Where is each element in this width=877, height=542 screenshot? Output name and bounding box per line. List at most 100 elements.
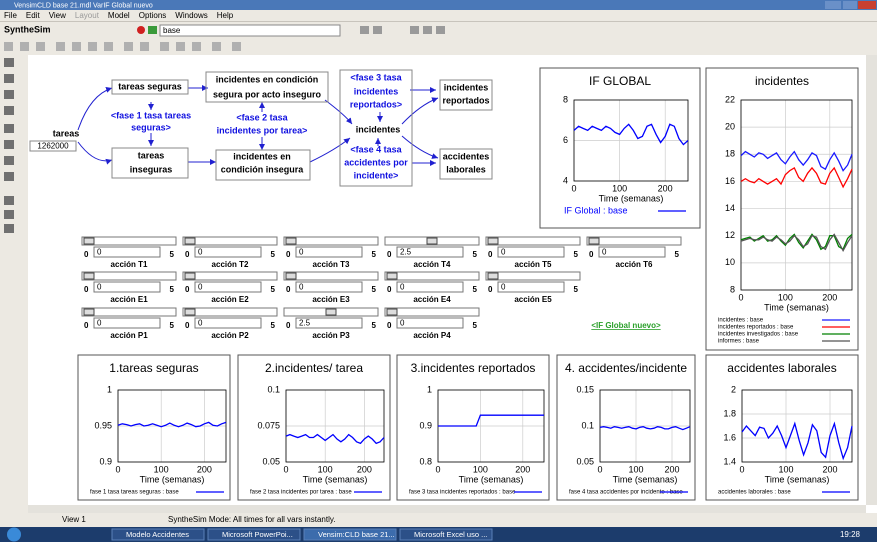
start-button[interactable] — [7, 528, 21, 542]
value-box[interactable] — [397, 282, 463, 292]
slider-handle[interactable] — [488, 273, 498, 279]
value-box[interactable] — [195, 282, 261, 292]
slider-track[interactable] — [82, 308, 176, 316]
slider-handle[interactable] — [326, 309, 336, 315]
tool-icon[interactable] — [4, 156, 14, 165]
slider-handle[interactable] — [387, 273, 397, 279]
tool-icon[interactable] — [436, 26, 445, 34]
tool-icon[interactable] — [232, 42, 241, 51]
menu-item[interactable]: Layout — [75, 11, 100, 20]
tool-icon[interactable] — [88, 42, 97, 51]
menu-item[interactable]: File — [4, 11, 17, 20]
slider-track[interactable] — [183, 272, 277, 280]
run-button[interactable] — [148, 26, 157, 34]
tool-icon[interactable] — [104, 42, 113, 51]
slider-track[interactable] — [82, 237, 176, 245]
minimize-button[interactable] — [825, 1, 841, 9]
tool-icon[interactable] — [360, 26, 369, 34]
window-title: VensimCLD base 21.mdl VarIF Global nuevo — [14, 2, 153, 9]
slider-track[interactable] — [82, 272, 176, 280]
menu-item[interactable]: Options — [139, 11, 167, 20]
tool-icon[interactable] — [4, 90, 14, 99]
value-box[interactable] — [296, 282, 362, 292]
tool-icon[interactable] — [140, 42, 149, 51]
slider-track[interactable] — [183, 237, 277, 245]
slider-track[interactable] — [587, 237, 681, 245]
slider-handle[interactable] — [185, 309, 195, 315]
close-button[interactable] — [858, 1, 876, 9]
tool-icon[interactable] — [4, 210, 14, 219]
value-box[interactable] — [498, 247, 564, 257]
tool-icon[interactable] — [56, 42, 65, 51]
slider-track[interactable] — [183, 308, 277, 316]
value-box[interactable] — [195, 247, 261, 257]
slider-handle[interactable] — [286, 238, 296, 244]
menu-item[interactable]: Help — [217, 11, 234, 20]
chart-title: IF GLOBAL — [589, 74, 651, 88]
slider-handle[interactable] — [286, 273, 296, 279]
slider-value: 2.5 — [400, 248, 412, 257]
value-box[interactable] — [599, 247, 665, 257]
slider-track[interactable] — [284, 272, 378, 280]
tool-icon[interactable] — [4, 124, 14, 133]
tool-icon[interactable] — [20, 42, 29, 51]
slider-name: acción E3 — [312, 295, 350, 304]
x-tick-label: 0 — [597, 464, 602, 474]
slider-handle[interactable] — [185, 238, 195, 244]
menu-item[interactable]: Windows — [175, 11, 207, 20]
tool-icon[interactable] — [4, 224, 14, 233]
slider-handle[interactable] — [427, 238, 437, 244]
tool-icon[interactable] — [4, 106, 14, 115]
slider-handle[interactable] — [84, 273, 94, 279]
slider-handle[interactable] — [84, 309, 94, 315]
tool-icon[interactable] — [124, 42, 133, 51]
tool-icon[interactable] — [72, 42, 81, 51]
horizontal-scrollbar[interactable] — [28, 505, 866, 513]
tool-icon[interactable] — [4, 140, 14, 149]
maximize-button[interactable] — [843, 1, 857, 9]
x-tick-label: 100 — [612, 183, 627, 193]
slider-track[interactable] — [486, 272, 580, 280]
slider-value: 0 — [501, 248, 506, 257]
slider-handle[interactable] — [185, 273, 195, 279]
tool-icon[interactable] — [160, 42, 169, 51]
record-button[interactable] — [137, 26, 145, 34]
slider-track[interactable] — [486, 237, 580, 245]
tool-icon[interactable] — [176, 42, 185, 51]
value-box[interactable] — [296, 247, 362, 257]
tool-icon[interactable] — [4, 42, 13, 51]
slider-handle[interactable] — [589, 238, 599, 244]
tool-icon[interactable] — [4, 74, 14, 83]
x-axis-label: Time (semanas) — [613, 474, 678, 484]
separator — [0, 21, 877, 22]
tool-icon[interactable] — [192, 42, 201, 51]
slider-handle[interactable] — [84, 238, 94, 244]
slider-handle[interactable] — [387, 309, 397, 315]
menu-item[interactable]: Model — [108, 11, 130, 20]
tool-icon[interactable] — [373, 26, 382, 34]
value-box[interactable] — [498, 282, 564, 292]
tool-icon[interactable] — [36, 42, 45, 51]
menu-item[interactable]: View — [49, 11, 66, 20]
slider-value: 2.5 — [299, 319, 311, 328]
tool-icon[interactable] — [212, 42, 221, 51]
value-box[interactable] — [397, 318, 463, 328]
value-box[interactable] — [94, 247, 160, 257]
tool-icon[interactable] — [410, 26, 419, 34]
tool-icon[interactable] — [4, 172, 14, 181]
menu-item[interactable]: Edit — [26, 11, 41, 20]
tool-icon[interactable] — [4, 196, 14, 205]
value-box[interactable] — [94, 282, 160, 292]
view-name: View 1 — [62, 515, 86, 524]
slider-track[interactable] — [385, 272, 479, 280]
slider-track[interactable] — [385, 308, 479, 316]
vertical-scrollbar[interactable] — [866, 55, 877, 505]
slider-handle[interactable] — [488, 238, 498, 244]
run-name-field[interactable] — [160, 25, 340, 36]
tool-icon[interactable] — [4, 58, 14, 67]
value-box[interactable] — [195, 318, 261, 328]
x-tick-label: 100 — [318, 464, 333, 474]
slider-track[interactable] — [284, 237, 378, 245]
tool-icon[interactable] — [423, 26, 432, 34]
value-box[interactable] — [94, 318, 160, 328]
